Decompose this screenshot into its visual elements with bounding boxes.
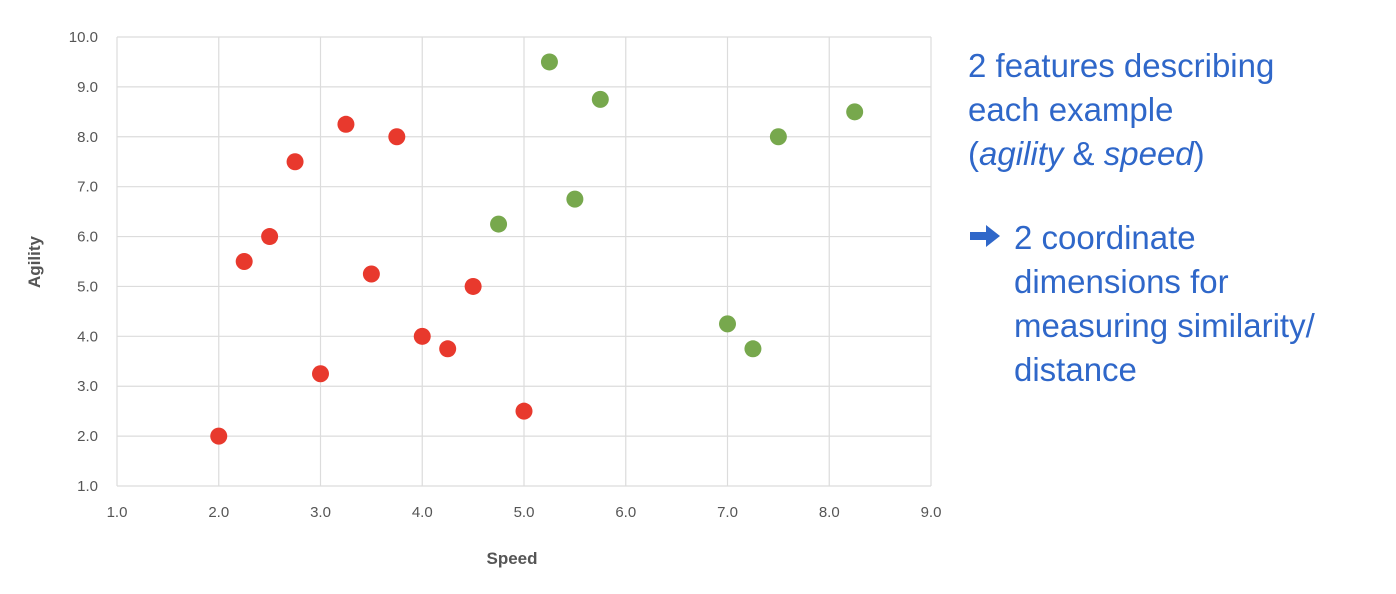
y-tick-label: 8.0 <box>77 129 98 146</box>
data-point-series-2 <box>490 215 508 233</box>
y-axis-title: Agility <box>25 235 44 287</box>
x-tick-label: 2.0 <box>208 504 229 521</box>
data-point-series-1 <box>286 153 304 171</box>
y-tick-label: 9.0 <box>77 79 98 96</box>
speed-term: speed <box>1103 135 1194 172</box>
y-tick-label: 10.0 <box>69 29 98 46</box>
y-tick-label: 5.0 <box>77 278 98 295</box>
x-tick-label: 3.0 <box>310 504 331 521</box>
data-points <box>210 53 864 445</box>
x-tick-label: 4.0 <box>412 504 433 521</box>
data-point-series-2 <box>744 340 762 358</box>
x-tick-label: 5.0 <box>514 504 535 521</box>
agility-term: agility <box>979 135 1064 172</box>
bullet-line-4: distance <box>1014 351 1137 388</box>
bullet-line-1: 2 coordinate <box>1014 219 1196 256</box>
tick-labels: 1.0 2.0 3.0 4.0 5.0 6.0 7.0 8.0 9.0 1.0 2.0 3.0 4.0 5… <box>69 29 942 521</box>
y-tick-label: 1.0 <box>77 478 98 495</box>
x-axis-title: Speed <box>486 549 537 568</box>
bullet-line-2: dimensions for <box>1014 263 1229 300</box>
data-point-series-1 <box>515 402 533 420</box>
data-point-series-1 <box>464 277 482 295</box>
data-point-series-1 <box>261 228 279 246</box>
data-point-series-1 <box>312 365 329 383</box>
data-point-series-1 <box>235 253 253 270</box>
y-tick-label: 4.0 <box>77 328 98 345</box>
y-tick-label: 3.0 <box>77 378 98 395</box>
note-line-3: (agility & speed) <box>968 132 1388 176</box>
x-tick-label: 9.0 <box>921 504 942 521</box>
data-point-series-2 <box>719 315 736 333</box>
grid <box>116 36 932 487</box>
data-point-series-1 <box>413 327 431 345</box>
y-tick-label: 6.0 <box>77 229 98 246</box>
data-point-series-1 <box>362 265 380 283</box>
data-point-series-1 <box>337 115 355 133</box>
note-line-1: 2 features describing <box>968 47 1275 84</box>
explanation-notes: 2 features describing each example (agil… <box>968 44 1388 392</box>
data-point-series-1 <box>439 340 457 358</box>
x-tick-label: 7.0 <box>717 504 738 521</box>
right-arrow-icon <box>970 225 1000 247</box>
data-point-series-2 <box>846 103 864 121</box>
paren-open: ( <box>968 135 979 172</box>
data-point-series-1 <box>210 427 228 445</box>
y-tick-label: 2.0 <box>77 428 98 445</box>
scatter-chart: 1.0 2.0 3.0 4.0 5.0 6.0 7.0 8.0 9.0 1.0 2.0 3.0 4.0 5… <box>25 29 942 568</box>
y-tick-label: 7.0 <box>77 179 98 196</box>
data-point-series-2 <box>540 53 558 71</box>
bullet-line-3: measuring similarity/ <box>1014 307 1315 344</box>
data-point-series-2 <box>769 128 787 146</box>
note-line-2: each example <box>968 91 1174 128</box>
ampersand: & <box>1063 135 1104 172</box>
x-tick-label: 1.0 <box>107 504 128 521</box>
x-tick-label: 6.0 <box>615 504 636 521</box>
paren-close: ) <box>1193 135 1205 172</box>
data-point-series-2 <box>566 190 584 208</box>
data-point-series-1 <box>388 128 406 146</box>
data-point-series-2 <box>591 90 609 108</box>
bullet-point: 2 coordinate dimensions for measuring si… <box>968 216 1388 392</box>
x-tick-label: 8.0 <box>819 504 840 521</box>
